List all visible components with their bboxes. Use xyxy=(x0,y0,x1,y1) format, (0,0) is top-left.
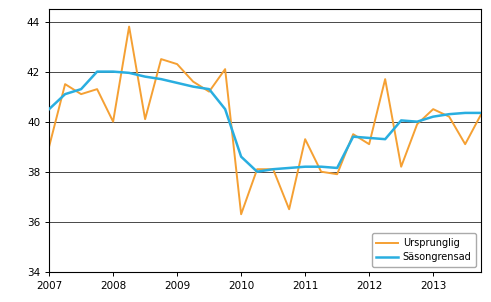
Ursprunglig xyxy=(270,167,276,171)
Ursprunglig xyxy=(366,142,372,146)
Ursprunglig xyxy=(238,212,244,216)
Ursprunglig xyxy=(254,167,260,171)
Säsongrensad xyxy=(478,111,484,115)
Säsongrensad xyxy=(302,165,308,169)
Ursprunglig xyxy=(382,77,388,81)
Säsongrensad xyxy=(62,92,68,96)
Ursprunglig xyxy=(398,165,404,169)
Säsongrensad xyxy=(110,70,116,73)
Ursprunglig xyxy=(222,67,228,71)
Ursprunglig xyxy=(318,170,324,174)
Ursprunglig xyxy=(174,62,180,66)
Ursprunglig xyxy=(462,142,468,146)
Säsongrensad xyxy=(238,155,244,159)
Säsongrensad xyxy=(254,170,260,174)
Ursprunglig xyxy=(46,145,52,149)
Säsongrensad xyxy=(206,87,212,91)
Ursprunglig xyxy=(334,172,340,176)
Säsongrensad xyxy=(318,165,324,169)
Line: Säsongrensad: Säsongrensad xyxy=(49,72,491,172)
Ursprunglig xyxy=(190,80,196,83)
Ursprunglig xyxy=(414,122,420,126)
Ursprunglig xyxy=(158,57,164,61)
Ursprunglig xyxy=(142,117,148,121)
Säsongrensad xyxy=(94,70,100,73)
Säsongrensad xyxy=(286,166,292,170)
Ursprunglig xyxy=(78,92,84,96)
Ursprunglig xyxy=(62,82,68,86)
Legend: Ursprunglig, Säsongrensad: Ursprunglig, Säsongrensad xyxy=(372,233,476,267)
Säsongrensad xyxy=(174,81,180,85)
Säsongrensad xyxy=(414,120,420,124)
Ursprunglig xyxy=(110,120,116,124)
Säsongrensad xyxy=(462,111,468,115)
Ursprunglig xyxy=(430,107,436,111)
Ursprunglig xyxy=(302,137,308,141)
Ursprunglig xyxy=(446,115,452,118)
Säsongrensad xyxy=(142,75,148,79)
Säsongrensad xyxy=(430,115,436,118)
Ursprunglig xyxy=(286,207,292,211)
Säsongrensad xyxy=(398,119,404,122)
Ursprunglig xyxy=(350,132,356,136)
Säsongrensad xyxy=(382,137,388,141)
Ursprunglig xyxy=(206,90,212,93)
Säsongrensad xyxy=(126,71,132,75)
Säsongrensad xyxy=(270,167,276,171)
Line: Ursprunglig: Ursprunglig xyxy=(49,27,491,214)
Säsongrensad xyxy=(446,112,452,116)
Säsongrensad xyxy=(366,136,372,140)
Säsongrensad xyxy=(334,166,340,170)
Ursprunglig xyxy=(94,87,100,91)
Säsongrensad xyxy=(190,85,196,88)
Säsongrensad xyxy=(222,107,228,111)
Säsongrensad xyxy=(350,135,356,139)
Ursprunglig xyxy=(478,112,484,116)
Ursprunglig xyxy=(126,25,132,28)
Säsongrensad xyxy=(46,107,52,111)
Säsongrensad xyxy=(158,77,164,81)
Säsongrensad xyxy=(78,87,84,91)
